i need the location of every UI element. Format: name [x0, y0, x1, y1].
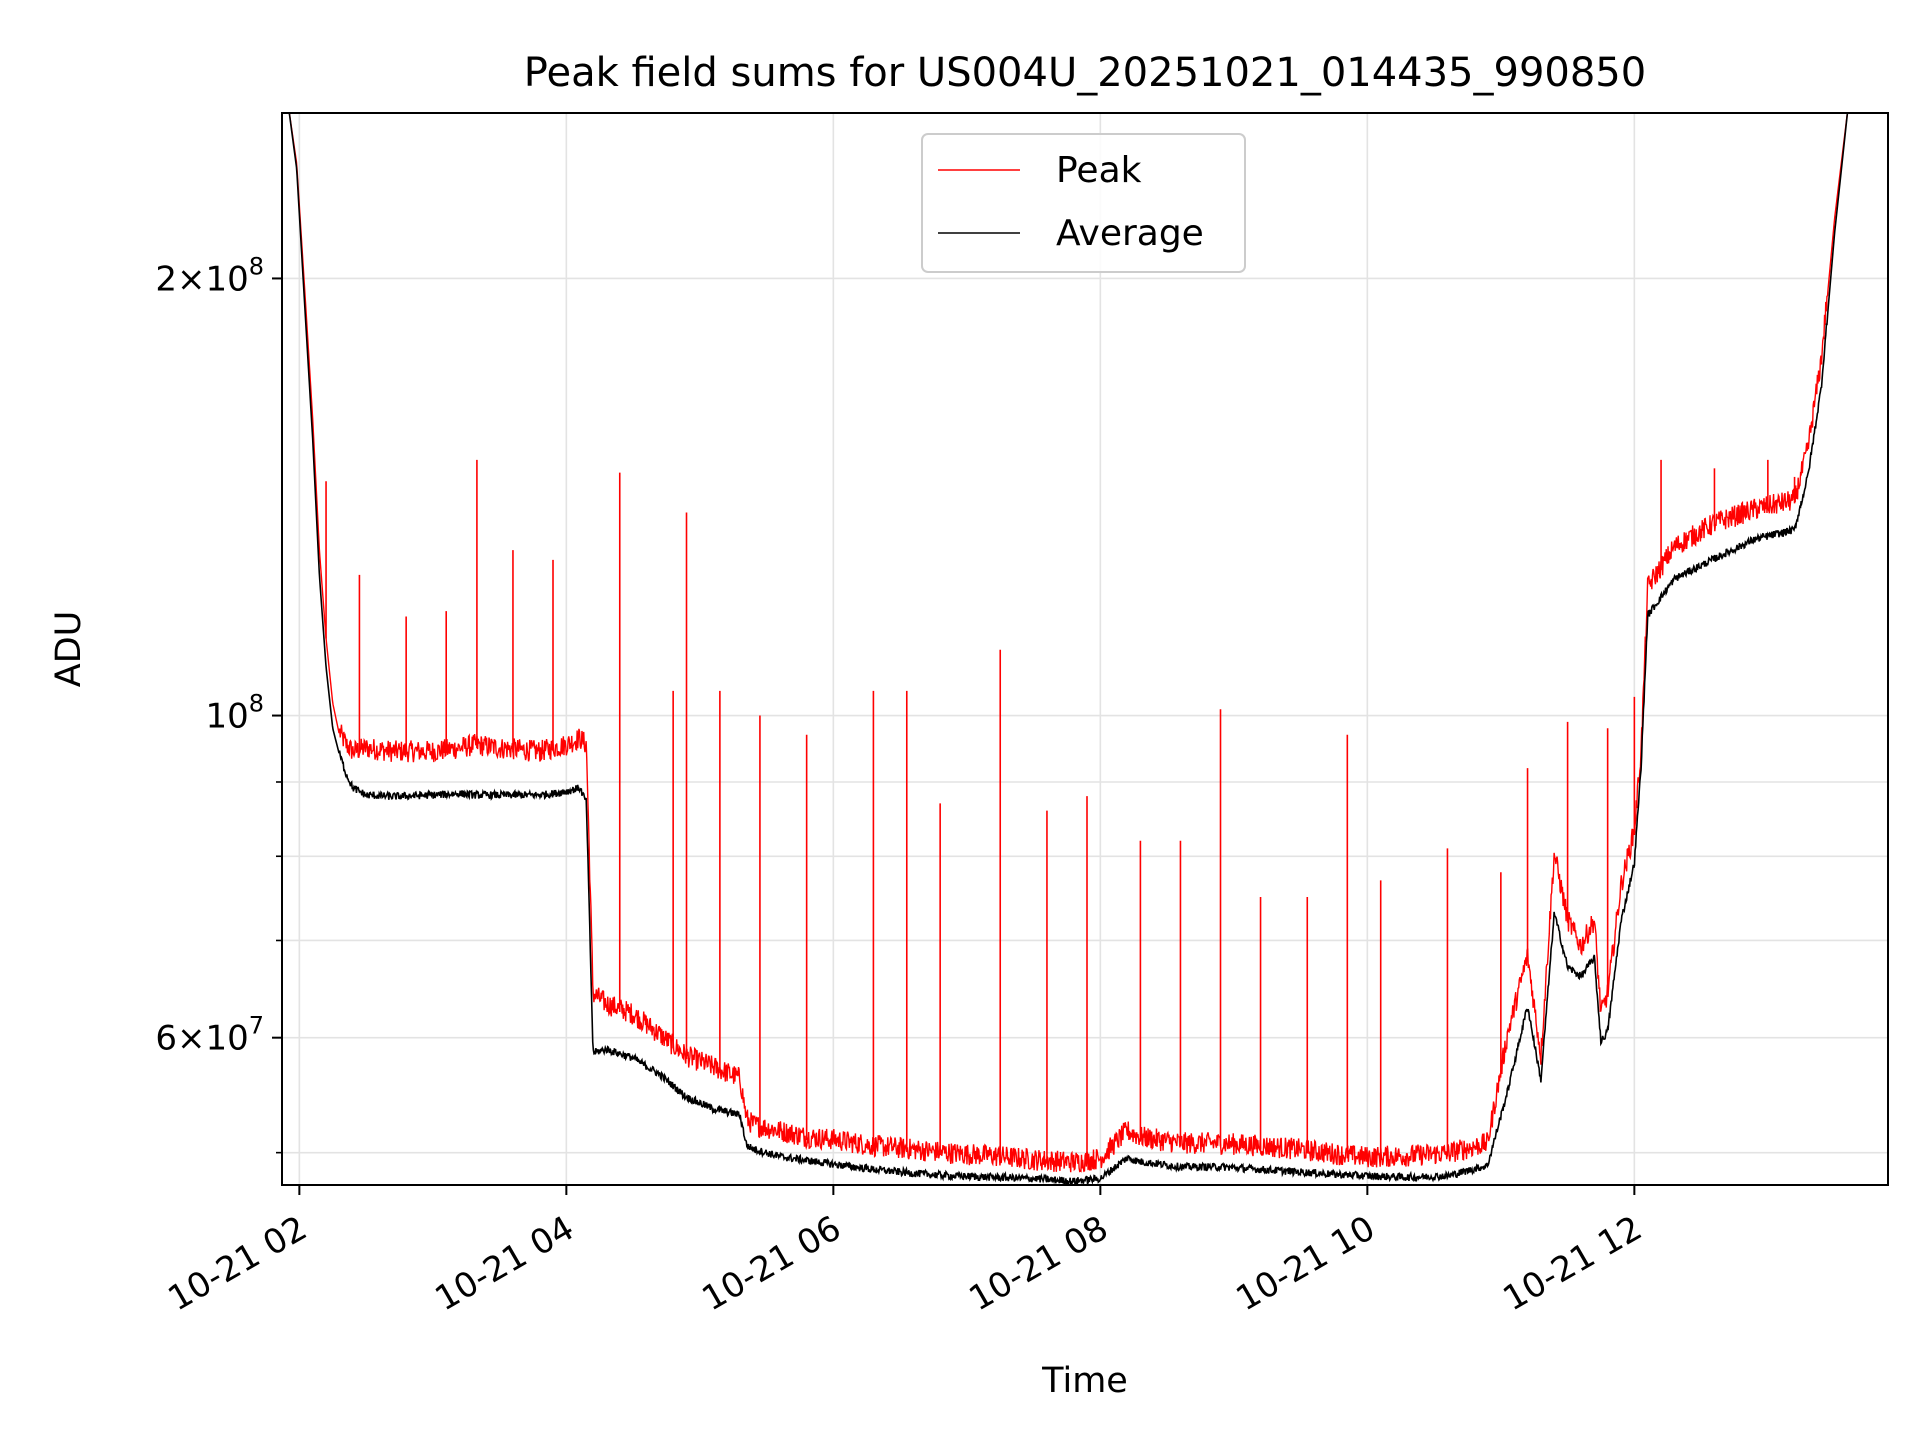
- y-axis-label: ADU: [49, 611, 89, 688]
- x-axis-label: Time: [1041, 1361, 1128, 1401]
- series-peak-line: [288, 113, 1849, 1173]
- chart-title: Peak field sums for US004U_20251021_0144…: [524, 50, 1646, 96]
- y-tick-label: 6×107: [155, 1012, 264, 1059]
- x-tick-label: 10-21 04: [428, 1208, 580, 1319]
- y-tick-label: 2×108: [155, 252, 264, 299]
- x-tick-label: 10-21 02: [161, 1208, 313, 1319]
- x-axis-ticks: 10-21 02 10-21 04 10-21 06 10-21 08 10-21 10…: [161, 1185, 1649, 1319]
- legend-box: [921, 133, 1246, 273]
- x-tick-label: 10-21 12: [1496, 1208, 1648, 1319]
- axes-frame: [281, 112, 1889, 1186]
- x-tick-label: 10-21 10: [1229, 1208, 1381, 1319]
- y-tick-label: 108: [205, 690, 264, 737]
- x-tick-label: 10-21 06: [695, 1208, 847, 1319]
- legend: Peak Average: [921, 133, 1246, 273]
- y-axis-ticks: 6×107 108 2×108: [155, 252, 282, 1154]
- x-tick-label: 10-21 08: [962, 1208, 1114, 1319]
- grid-lines: [282, 113, 1888, 1185]
- legend-label-peak: Peak: [1056, 150, 1142, 191]
- legend-label-average: Average: [1056, 213, 1204, 254]
